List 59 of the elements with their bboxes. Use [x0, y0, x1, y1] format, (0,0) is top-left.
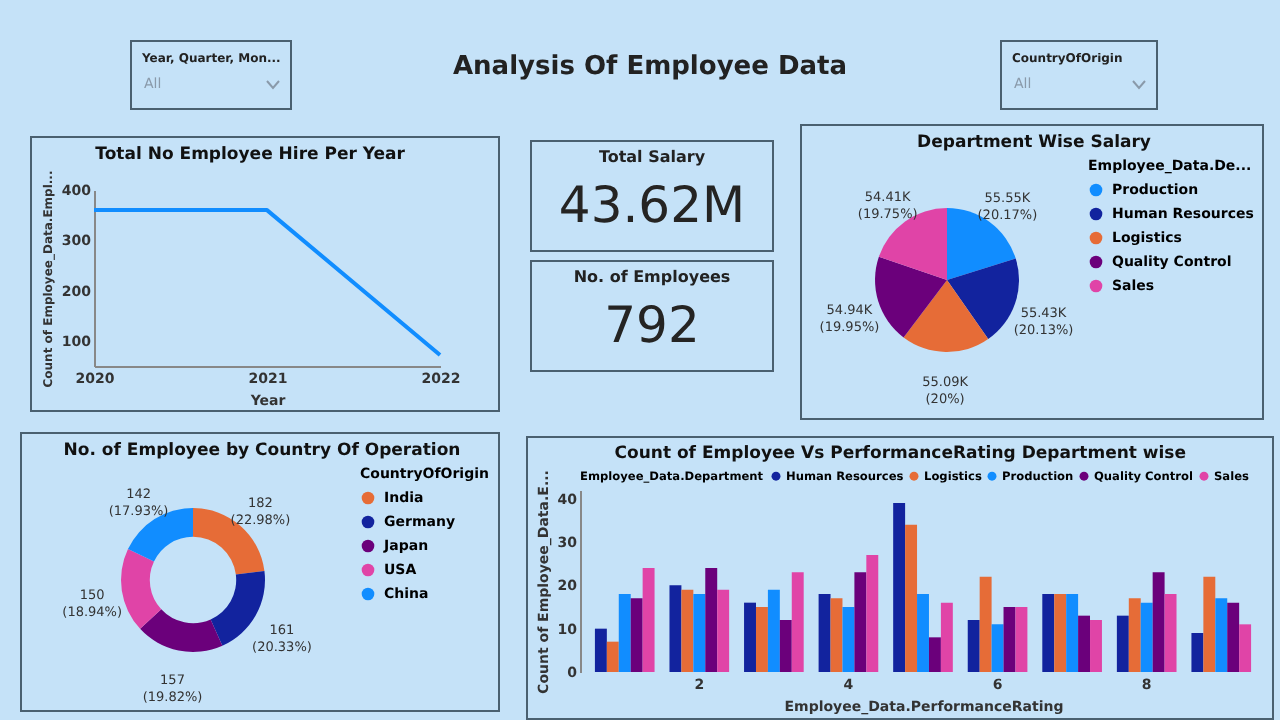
- bar: [1227, 602, 1240, 672]
- pie-slice: [875, 256, 947, 338]
- chart-title: Total No Employee Hire Per Year: [95, 144, 407, 165]
- bar: [1090, 620, 1102, 672]
- pie-slice: [947, 258, 1019, 340]
- bar: [940, 602, 953, 672]
- bar: [991, 624, 1004, 672]
- bar: [755, 607, 768, 672]
- bar: [669, 585, 682, 672]
- bar: [1203, 576, 1216, 672]
- bar: [681, 589, 694, 672]
- bar: [1215, 598, 1228, 672]
- bar: [967, 620, 980, 672]
- bar: [630, 598, 643, 672]
- bar: [905, 524, 918, 672]
- bar: [791, 572, 804, 672]
- bar: [1152, 572, 1165, 672]
- bar: [866, 555, 879, 672]
- bar: [818, 594, 831, 672]
- text: No. of Employees: [571, 266, 733, 286]
- bar: [1164, 594, 1177, 672]
- chart-title: Department Wise Salary: [917, 133, 1152, 153]
- bar: [717, 589, 730, 672]
- text: 792: [602, 294, 702, 354]
- text: Total Salary: [596, 146, 708, 166]
- bar: [606, 641, 619, 672]
- bar: [1239, 624, 1252, 672]
- chart-title: Count of Employee Vs PerformanceRating Department wise: [614, 444, 1187, 465]
- bar: [928, 637, 941, 672]
- chart-title: No. of Employee by Country Of Operation: [63, 441, 461, 461]
- bar: [744, 602, 756, 672]
- bar: [854, 572, 867, 672]
- bar: [1042, 594, 1055, 672]
- bar: [767, 589, 780, 672]
- text: 43.62M: [556, 174, 748, 234]
- bar: [1003, 607, 1016, 672]
- bar: [1066, 594, 1079, 672]
- bar: [693, 594, 706, 672]
- pie-slice: [903, 280, 989, 352]
- bar: [642, 568, 655, 672]
- bar: [1128, 598, 1141, 672]
- text: Analysis Of Employee Data: [450, 50, 849, 82]
- bar: [594, 628, 607, 672]
- bar: [1015, 607, 1028, 672]
- bar: [979, 576, 992, 672]
- bar: [1078, 615, 1091, 672]
- bar: [842, 607, 855, 672]
- bar: [618, 594, 631, 672]
- bar: [893, 503, 906, 672]
- bar: [1116, 615, 1129, 672]
- donut-slice: [140, 609, 223, 652]
- bar: [1140, 602, 1153, 672]
- bar: [705, 568, 718, 672]
- bar: [830, 598, 843, 672]
- bar: [1191, 633, 1204, 672]
- bar: [917, 594, 929, 672]
- donut-slice: [121, 549, 162, 629]
- bar: [779, 620, 792, 672]
- bar: [1054, 594, 1067, 672]
